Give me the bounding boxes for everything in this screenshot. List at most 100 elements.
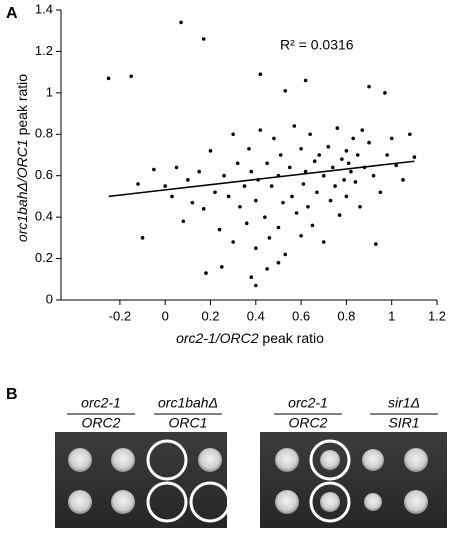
colony xyxy=(111,490,135,514)
point xyxy=(310,223,315,228)
strain-label: ORC1 xyxy=(169,415,208,431)
strain-label: orc2-1 xyxy=(288,395,328,411)
colony xyxy=(111,448,135,472)
point xyxy=(231,240,235,244)
point xyxy=(353,180,358,184)
annotation: R² = 0.0316 xyxy=(280,37,354,53)
x-tick-label: -0.2 xyxy=(109,308,131,323)
x-axis-label-part: peak ratio xyxy=(259,330,325,346)
point xyxy=(140,236,145,240)
point xyxy=(355,153,360,157)
point xyxy=(306,204,310,209)
colony xyxy=(362,449,384,471)
point xyxy=(315,190,319,195)
point xyxy=(299,146,303,151)
colony xyxy=(198,448,222,472)
y-axis-label-part: orc1bahΔ/ORC1 xyxy=(14,139,30,242)
y-tick-label: 0 xyxy=(46,291,53,306)
point xyxy=(136,182,140,186)
point xyxy=(253,198,258,203)
point xyxy=(226,194,231,199)
point xyxy=(263,215,267,219)
point xyxy=(301,182,306,186)
point xyxy=(190,200,195,205)
point xyxy=(292,124,297,128)
point xyxy=(265,267,269,271)
trend-line xyxy=(108,160,415,198)
point xyxy=(346,161,351,166)
colony xyxy=(68,448,92,472)
point xyxy=(321,173,326,178)
y-tick-label: 0.8 xyxy=(35,126,53,141)
highlight-circle xyxy=(146,481,188,523)
point xyxy=(371,173,376,178)
point xyxy=(337,213,342,217)
point xyxy=(204,271,208,275)
point xyxy=(349,169,353,174)
point xyxy=(294,211,299,215)
point xyxy=(331,165,335,170)
point xyxy=(283,88,288,93)
point xyxy=(367,140,371,145)
point xyxy=(340,157,344,161)
y-tick-label: 0.6 xyxy=(35,167,53,182)
point xyxy=(129,74,134,79)
point xyxy=(238,204,242,209)
point xyxy=(242,184,247,188)
colonies xyxy=(68,448,428,514)
point xyxy=(335,126,340,130)
point xyxy=(299,233,303,238)
y-tick-label: 1.2 xyxy=(35,43,53,58)
point xyxy=(358,204,362,209)
colony xyxy=(320,492,340,512)
y-axis-label: orc1bahΔ/ORC1 peak ratio xyxy=(14,74,30,242)
highlight-circle xyxy=(189,481,231,523)
point xyxy=(258,72,263,77)
strain-label: ORC2 xyxy=(289,415,328,431)
point xyxy=(383,91,387,95)
point xyxy=(253,283,258,288)
point xyxy=(181,219,186,224)
point xyxy=(152,167,156,172)
point xyxy=(378,190,383,195)
point xyxy=(278,153,283,157)
colony xyxy=(404,448,428,472)
point xyxy=(351,136,355,141)
point xyxy=(170,194,174,199)
point xyxy=(312,159,317,164)
x-tick-label: 0.8 xyxy=(337,308,355,323)
point xyxy=(394,163,399,168)
y-tick-label: 1 xyxy=(46,84,53,99)
x-axis-label-part: orc2-1/ORC2 xyxy=(176,330,259,346)
point xyxy=(267,236,272,240)
point xyxy=(249,169,254,174)
point xyxy=(290,194,294,199)
point xyxy=(281,200,285,205)
point xyxy=(269,184,274,188)
highlight-circle xyxy=(309,439,351,481)
point xyxy=(321,240,326,244)
point xyxy=(179,20,183,25)
point xyxy=(344,194,349,199)
point xyxy=(213,190,217,195)
point xyxy=(287,165,292,170)
point xyxy=(231,132,235,137)
panel-label: B xyxy=(6,386,18,403)
point xyxy=(174,165,179,170)
point xyxy=(303,169,308,174)
point xyxy=(217,227,222,232)
colony xyxy=(364,493,382,511)
point xyxy=(186,178,190,182)
x-tick-label: 0.6 xyxy=(292,308,310,323)
x-tick-label: 1 xyxy=(388,308,395,323)
point xyxy=(367,84,371,89)
point xyxy=(385,153,389,157)
y-axis-label-part: peak ratio xyxy=(14,74,30,140)
point xyxy=(342,178,346,182)
x-tick-label: 0 xyxy=(162,308,169,323)
point xyxy=(208,149,213,153)
point xyxy=(106,76,111,81)
panel-label: A xyxy=(6,5,18,22)
colony xyxy=(275,448,299,472)
